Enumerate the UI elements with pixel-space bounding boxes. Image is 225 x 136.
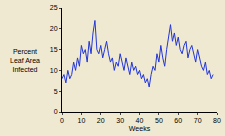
svg-text:0: 0 xyxy=(54,108,58,115)
svg-text:10: 10 xyxy=(50,67,58,74)
svg-text:20: 20 xyxy=(50,25,58,32)
svg-text:0: 0 xyxy=(60,117,64,124)
svg-text:25: 25 xyxy=(50,4,58,11)
svg-text:20: 20 xyxy=(97,117,105,124)
svg-text:50: 50 xyxy=(155,117,163,124)
svg-text:10: 10 xyxy=(77,117,85,124)
svg-text:40: 40 xyxy=(136,117,144,124)
svg-text:PercentLeaf AreaInfected: PercentLeaf AreaInfected xyxy=(10,48,40,73)
svg-text:Weeks: Weeks xyxy=(129,125,151,132)
svg-text:15: 15 xyxy=(50,46,58,53)
svg-text:60: 60 xyxy=(174,117,182,124)
svg-text:5: 5 xyxy=(54,88,58,95)
svg-text:30: 30 xyxy=(116,117,124,124)
svg-text:70: 70 xyxy=(194,117,202,124)
svg-text:80: 80 xyxy=(213,117,221,124)
